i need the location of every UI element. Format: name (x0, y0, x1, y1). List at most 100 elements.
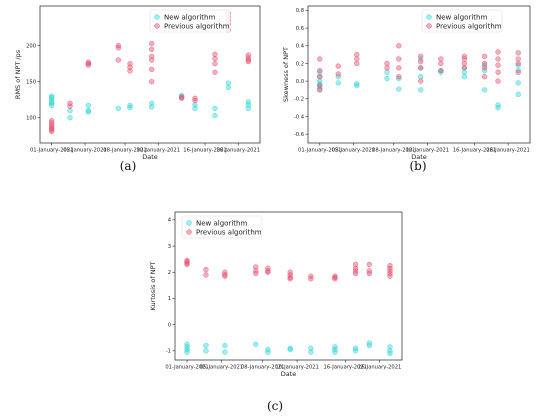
data-point (245, 57, 251, 63)
data-point (495, 69, 501, 75)
data-point (203, 272, 209, 278)
data-point (67, 115, 73, 121)
data-point (332, 349, 338, 355)
data-point (127, 68, 133, 74)
data-point (317, 87, 323, 93)
data-point (317, 67, 323, 74)
data-point (85, 61, 91, 67)
data-point (332, 274, 338, 281)
data-point (335, 74, 341, 80)
y-tick-label: -0.6 (294, 132, 304, 138)
data-point (438, 60, 444, 67)
data-point (396, 74, 402, 80)
data-point (317, 74, 323, 80)
x-axis-label: Date (142, 153, 158, 161)
data-point (127, 64, 133, 70)
y-tick-label: 0 (168, 322, 171, 328)
data-point (203, 266, 209, 273)
data-point (418, 78, 424, 84)
y-axis-label: Kurtosis of NPT (149, 261, 157, 310)
data-point (287, 345, 293, 351)
subcaption: (a) (120, 159, 137, 173)
panel-a: 100 150 200 01-January-202105-January-20210… (14, 5, 261, 173)
data-point (212, 69, 218, 75)
data-point (212, 55, 218, 62)
data-point (85, 62, 91, 68)
data-point (354, 56, 360, 62)
y-tick-label: 3 (168, 244, 171, 250)
data-point (212, 112, 218, 119)
data-point (245, 102, 251, 108)
data-point (67, 100, 73, 106)
data-point (308, 276, 314, 282)
legend-marker (426, 23, 432, 29)
data-point (49, 127, 55, 133)
data-point (354, 82, 360, 89)
x-tick-label: 05-January-2021 (332, 148, 375, 154)
data-point (332, 276, 338, 282)
x-tick-label: 08-January-2021 (103, 148, 146, 154)
data-point (481, 60, 488, 67)
data-point (245, 99, 251, 105)
data-point (212, 105, 218, 112)
data-point (515, 91, 521, 98)
data-point (49, 102, 55, 109)
data-point (149, 66, 155, 73)
y-tick-label: 150 (26, 80, 36, 86)
x-tick-label: 05-January-2021 (200, 365, 243, 371)
data-point (225, 80, 231, 86)
y-tick-label: 0.4 (296, 44, 305, 50)
data-point (396, 56, 402, 62)
legend-label: New algorithm (164, 13, 215, 21)
data-point (265, 349, 271, 355)
data-point (461, 74, 468, 80)
data-point (265, 269, 271, 275)
data-point (438, 67, 444, 74)
data-point (222, 349, 228, 355)
y-tick-label: 200 (26, 43, 36, 49)
data-point (127, 105, 133, 111)
data-point (461, 69, 468, 75)
x-tick-label: 10-January-2021 (406, 148, 449, 154)
y-tick-label: -0.4 (294, 114, 305, 120)
data-point (212, 51, 218, 57)
y-tick-label: 1 (168, 296, 171, 302)
data-point (192, 97, 198, 104)
data-point (85, 102, 91, 109)
y-tick-label: 100 (26, 116, 36, 122)
x-tick-label: 08-January-2021 (241, 365, 284, 371)
data-point (481, 53, 488, 60)
y-tick-label: 2 (168, 270, 171, 276)
data-point (418, 65, 424, 71)
legend-label: Previous algorithm (436, 22, 502, 30)
data-point (115, 45, 121, 51)
y-tick-label: 0.8 (296, 8, 304, 14)
data-point (253, 264, 259, 270)
data-point (317, 56, 323, 62)
data-point (418, 59, 424, 65)
data-point (352, 348, 359, 354)
data-point (481, 65, 488, 71)
data-point (49, 125, 55, 132)
data-point (387, 344, 393, 350)
data-point (184, 349, 190, 355)
y-tick-label: -0.2 (294, 97, 304, 103)
data-point (149, 57, 155, 63)
data-point (253, 270, 259, 277)
data-point (149, 53, 155, 60)
legend-label: Previous algorithm (164, 22, 230, 30)
legend-marker (186, 220, 192, 226)
data-point (115, 105, 121, 112)
data-point (384, 69, 390, 75)
data-point (495, 104, 501, 111)
data-point (418, 74, 424, 80)
data-point (335, 71, 341, 77)
data-point (184, 261, 190, 268)
plot-frame (307, 5, 531, 144)
x-tick-label: 01-January-2021 (298, 148, 341, 154)
data-point (461, 60, 468, 67)
data-point (192, 105, 198, 112)
y-tick-label: 0.0 (296, 79, 304, 85)
